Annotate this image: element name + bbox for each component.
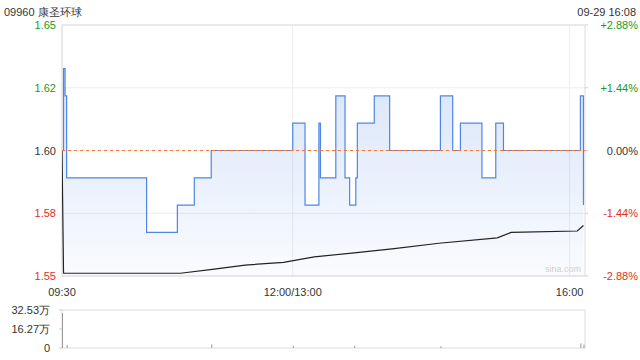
volume-bar <box>583 344 584 348</box>
volume-bar <box>62 313 63 348</box>
plot-frame <box>62 25 585 276</box>
volume-bar <box>354 346 355 348</box>
grid-line <box>62 150 585 151</box>
y-tick-label: 1.58 <box>35 207 56 219</box>
title: 09960 康圣环球 <box>4 6 82 18</box>
y2-tick-label: 0.00% <box>607 145 638 157</box>
volume-bar <box>440 346 441 348</box>
timestamp: 09-29 16:08 <box>577 6 636 18</box>
grid-line <box>62 87 585 88</box>
volume-tick <box>59 348 62 349</box>
volume-bar <box>67 345 68 348</box>
volume-tick <box>59 310 62 311</box>
volume-tick-label: 32.53万 <box>11 304 50 316</box>
price-area <box>62 69 583 276</box>
y2-tick-label: -1.44% <box>603 207 638 219</box>
volume-tick <box>59 328 62 329</box>
volume-frame <box>62 310 585 348</box>
volume-tick-label: 16.27万 <box>11 323 50 335</box>
volume-bar <box>211 344 212 348</box>
volume-bar <box>293 346 294 348</box>
y2-tick-label: +1.44% <box>600 82 638 94</box>
x-tick-label: 16:00 <box>556 286 584 298</box>
y2-tick-label: +2.88% <box>600 19 638 31</box>
x-tick-label: 12:00/13:00 <box>264 286 322 298</box>
plot-area <box>62 69 583 276</box>
x-tick-label: 09:30 <box>48 286 76 298</box>
y-tick-label: 1.62 <box>35 82 56 94</box>
chart-root: 09960 康圣环球 09-29 16:08 1.55 1.58 1.60 1.62 1.6… <box>0 0 640 360</box>
volume-bar <box>580 343 581 348</box>
average-line <box>62 151 583 274</box>
reference-line <box>62 150 585 151</box>
watermark: sina.com <box>545 264 581 274</box>
y2-tick-label: -2.88% <box>603 270 638 282</box>
volume-tick-label: 0 <box>44 342 50 354</box>
y-tick-label: 1.55 <box>35 270 56 282</box>
y-tick-label: 1.60 <box>35 145 56 157</box>
y-tick-label: 1.65 <box>35 19 56 31</box>
volume-area <box>62 313 584 348</box>
